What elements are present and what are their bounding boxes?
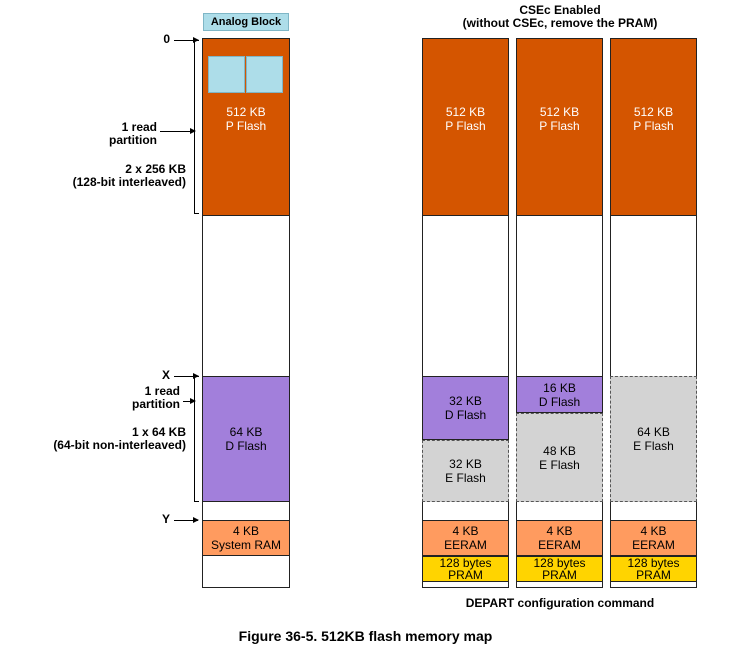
pflash-organization: 2 x 256 KB [125, 162, 186, 176]
config2-pram-block: 128 bytes PRAM [516, 556, 603, 582]
config2-pflash-label: 512 KB P Flash [539, 105, 580, 133]
config1-pflash-block: 512 KB P Flash [422, 38, 509, 216]
marker-x: X [161, 368, 170, 382]
main-pflash-label: 512 KB P Flash [225, 105, 267, 133]
read-partition-arrow-2 [183, 398, 196, 404]
csec-title: CSEc Enabled (without CSEc, remove the P… [420, 4, 700, 30]
config3-pram-block: 128 bytes PRAM [610, 556, 697, 582]
main-dflash-label: 64 KB D Flash [225, 425, 267, 453]
config2-pflash-block: 512 KB P Flash [516, 38, 603, 216]
config1-eeram-label: 4 KB EERAM [444, 524, 487, 552]
main-dflash-block: 64 KB D Flash [202, 376, 290, 502]
config3-pflash-block: 512 KB P Flash [610, 38, 697, 216]
marker-zero: 0 [163, 32, 170, 46]
config2-eeram-block: 4 KB EERAM [516, 520, 603, 556]
analog-block-region-left [208, 56, 245, 93]
config1-pram-block: 128 bytes PRAM [422, 556, 509, 582]
config1-pram-label: 128 bytes PRAM [439, 556, 492, 582]
analog-block-label: Analog Block [203, 13, 289, 31]
config2-eflash-block: 48 KB E Flash [516, 413, 603, 502]
dflash-organization-label: 1 x 64 KB (64-bit non-interleaved) [20, 426, 186, 452]
main-system-ram-label: 4 KB System RAM [210, 524, 281, 552]
config3-pflash-label: 512 KB P Flash [633, 105, 674, 133]
config1-eflash-block: 32 KB E Flash [422, 440, 509, 502]
dflash-organization: 1 x 64 KB [131, 425, 186, 439]
config3-eflash-block: 64 KB E Flash [610, 376, 697, 502]
read-partition-label-2: 1 read partition [132, 384, 180, 411]
config2-eeram-label: 4 KB EERAM [538, 524, 581, 552]
dflash-interleave: (64-bit non-interleaved) [53, 438, 186, 452]
config2-pram-label: 128 bytes PRAM [533, 556, 586, 582]
config1-eflash-label: 32 KB E Flash [445, 457, 486, 485]
marker-y-arrow [174, 517, 199, 523]
read-partition-arrow-1 [160, 128, 196, 134]
pflash-organization-label: 2 x 256 KB (128-bit interleaved) [20, 163, 186, 189]
config3-eeram-block: 4 KB EERAM [610, 520, 697, 556]
config1-dflash-label: 32 KB D Flash [444, 394, 487, 422]
config1-pflash-label: 512 KB P Flash [445, 105, 486, 133]
pflash-interleave: (128-bit interleaved) [72, 175, 186, 189]
csec-title-line1: CSEc Enabled [519, 3, 601, 17]
config3-eflash-label: 64 KB E Flash [633, 425, 674, 453]
dflash-bracket [194, 376, 199, 502]
depart-caption: DEPART configuration command [465, 596, 655, 610]
config3-pram-label: 128 bytes PRAM [627, 556, 680, 582]
pflash-bracket [194, 40, 199, 214]
read-partition-label-1: 1 read partition [109, 120, 157, 147]
config2-dflash-block: 16 KB D Flash [516, 376, 603, 413]
config3-eeram-label: 4 KB EERAM [632, 524, 675, 552]
main-system-ram-block: 4 KB System RAM [202, 520, 290, 556]
config1-eeram-block: 4 KB EERAM [422, 520, 509, 556]
config2-eflash-label: 48 KB E Flash [539, 443, 580, 472]
analog-block-region-right [246, 56, 283, 93]
csec-title-line2: (without CSEc, remove the PRAM) [462, 16, 658, 30]
config1-dflash-block: 32 KB D Flash [422, 376, 509, 440]
figure-caption: Figure 36-5. 512KB flash memory map [238, 628, 493, 644]
marker-y: Y [161, 512, 170, 526]
config2-dflash-label: 16 KB D Flash [538, 380, 581, 409]
